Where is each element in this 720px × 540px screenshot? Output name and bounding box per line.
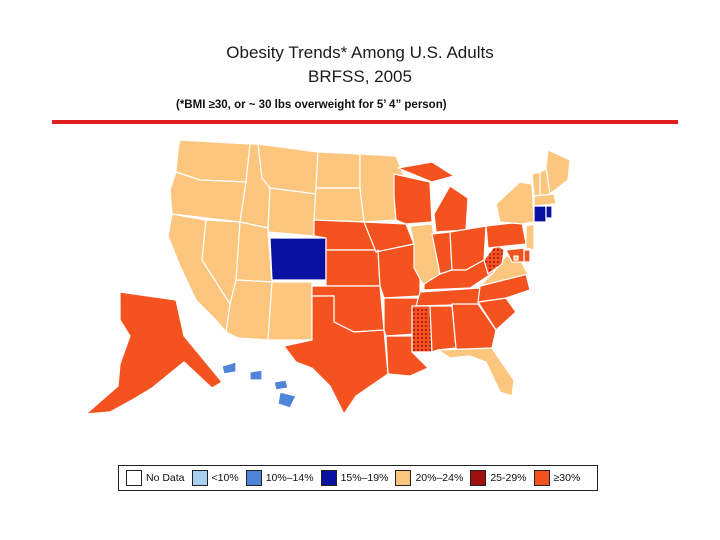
legend-label: 15%–19% bbox=[340, 472, 389, 484]
state-de bbox=[523, 249, 531, 263]
state-vt bbox=[531, 171, 541, 197]
legend-item: No Data bbox=[119, 466, 185, 490]
state-dc bbox=[513, 255, 519, 261]
state-me bbox=[545, 149, 571, 195]
legend-label: 10%–14% bbox=[265, 472, 314, 484]
map-subtitle: (*BMI ≥30, or ~ 30 lbs overweight for 5’… bbox=[176, 99, 447, 111]
state-nm bbox=[267, 281, 313, 341]
state-ks bbox=[325, 249, 381, 287]
state-nj bbox=[525, 223, 535, 251]
legend-item: 25-29% bbox=[463, 466, 527, 490]
state-pa bbox=[485, 221, 527, 249]
state-md bbox=[505, 247, 525, 263]
legend-item: <10% bbox=[185, 466, 239, 490]
legend-swatch bbox=[126, 470, 142, 486]
legend-item: 10%–14% bbox=[239, 466, 314, 490]
legend-swatch bbox=[395, 470, 412, 486]
state-ut bbox=[235, 221, 273, 283]
state-hi bbox=[221, 361, 297, 409]
state-ak bbox=[85, 291, 223, 415]
state-al bbox=[429, 305, 457, 353]
state-ny bbox=[495, 181, 535, 225]
state-ma bbox=[533, 193, 557, 207]
legend-item: 15%–19% bbox=[314, 466, 389, 490]
map-legend: No Data <10% 10%–14% 15%–19% 20%–24% 25-29% ≥3… bbox=[118, 465, 598, 491]
state-ms bbox=[411, 305, 433, 353]
legend-swatch bbox=[320, 470, 337, 486]
state-ri bbox=[545, 205, 553, 219]
state-wy bbox=[267, 187, 317, 237]
state-fl bbox=[437, 347, 515, 397]
legend-item: 20%–24% bbox=[388, 466, 463, 490]
legend-swatch bbox=[245, 470, 262, 486]
legend-label: 25-29% bbox=[490, 472, 527, 484]
legend-item: ≥30% bbox=[527, 466, 581, 490]
legend-swatch bbox=[191, 470, 208, 486]
legend-label: ≥30% bbox=[553, 472, 581, 484]
legend-label: No Data bbox=[146, 472, 185, 484]
legend-swatch bbox=[533, 470, 550, 486]
state-ct bbox=[533, 205, 547, 223]
state-nd bbox=[315, 151, 361, 189]
legend-label: 20%–24% bbox=[415, 472, 464, 484]
map-title-line1: Obesity Trends* Among U.S. Adults bbox=[226, 43, 494, 62]
state-wi bbox=[393, 173, 433, 225]
state-mi bbox=[397, 161, 469, 233]
legend-swatch bbox=[470, 470, 487, 486]
state-co bbox=[269, 237, 327, 281]
title-divider bbox=[52, 120, 678, 124]
state-tx bbox=[283, 295, 389, 415]
state-sd bbox=[313, 187, 365, 223]
legend-label: <10% bbox=[211, 472, 239, 484]
map-title-line2: BRFSS, 2005 bbox=[308, 67, 412, 86]
state-ar bbox=[383, 297, 421, 337]
